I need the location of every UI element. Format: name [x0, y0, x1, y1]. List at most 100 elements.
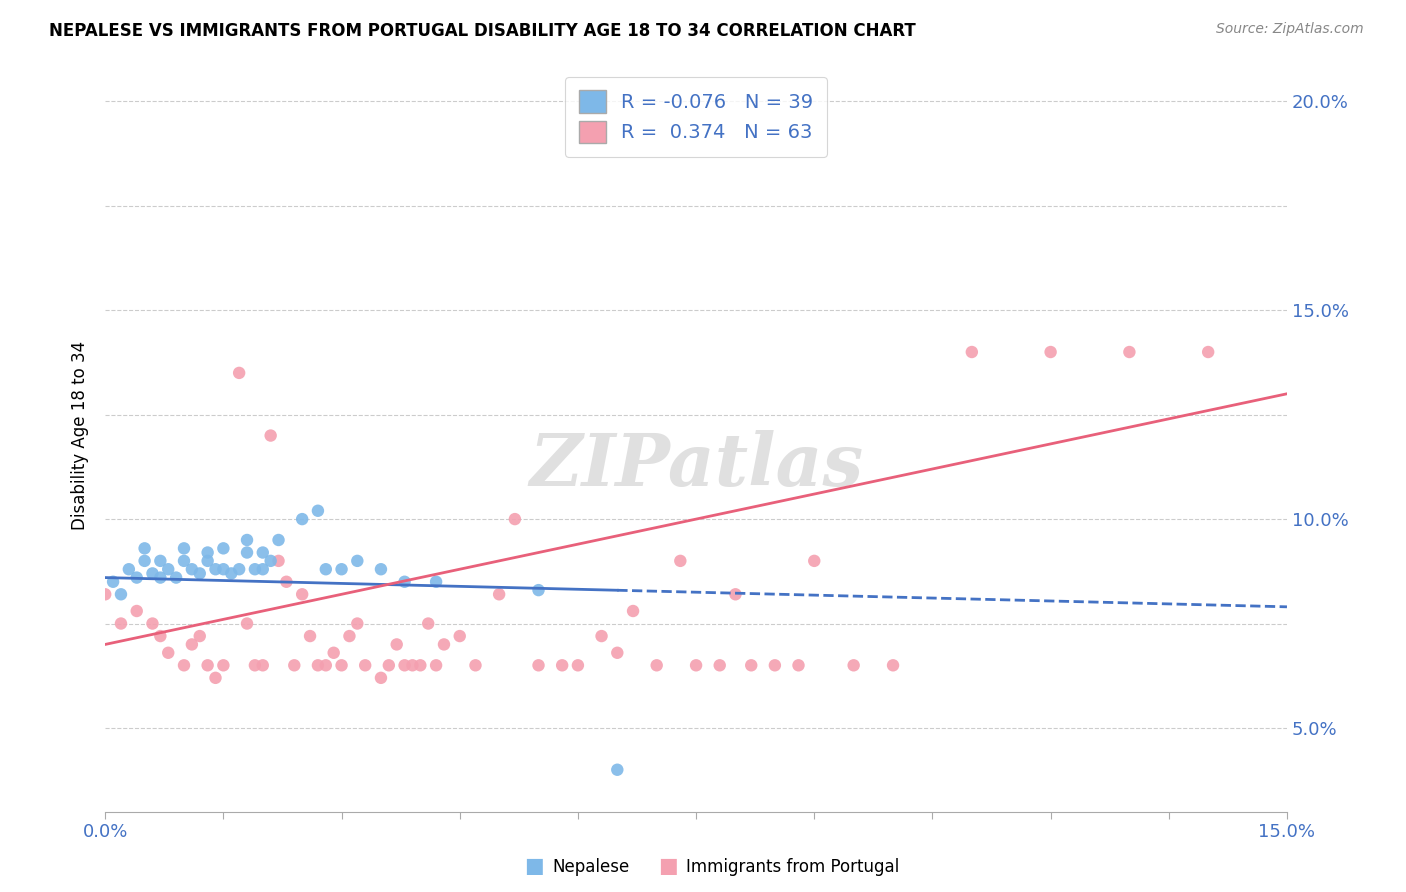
- Point: [252, 545, 274, 559]
- Point: [101, 574, 124, 589]
- Point: [307, 658, 329, 673]
- Point: [354, 658, 377, 673]
- Point: [330, 562, 353, 576]
- Point: [330, 658, 353, 673]
- Point: [645, 658, 668, 673]
- Text: ZIPatlas: ZIPatlas: [529, 430, 863, 501]
- Point: [236, 533, 259, 547]
- Point: [669, 554, 692, 568]
- Point: [149, 571, 172, 585]
- Point: [110, 587, 132, 601]
- Point: [228, 366, 250, 380]
- Point: [1118, 345, 1140, 359]
- Point: [401, 658, 423, 673]
- Point: [1197, 345, 1219, 359]
- Point: [134, 554, 156, 568]
- Point: [346, 554, 368, 568]
- Point: [228, 562, 250, 576]
- Point: [204, 671, 226, 685]
- Point: [740, 658, 762, 673]
- Point: [212, 541, 235, 556]
- Point: [260, 554, 283, 568]
- Point: [842, 658, 865, 673]
- Point: [315, 562, 337, 576]
- Point: [370, 671, 392, 685]
- Point: [346, 616, 368, 631]
- Text: NEPALESE VS IMMIGRANTS FROM PORTUGAL DISABILITY AGE 18 TO 34 CORRELATION CHART: NEPALESE VS IMMIGRANTS FROM PORTUGAL DIS…: [49, 22, 915, 40]
- Point: [243, 658, 266, 673]
- Point: [464, 658, 486, 673]
- Point: [299, 629, 322, 643]
- Point: [291, 512, 314, 526]
- Point: [173, 658, 195, 673]
- Point: [787, 658, 810, 673]
- Point: [606, 646, 628, 660]
- Point: [385, 637, 408, 651]
- Point: [307, 504, 329, 518]
- Point: [567, 658, 589, 673]
- Point: [449, 629, 471, 643]
- Point: [125, 571, 148, 585]
- Point: [110, 616, 132, 631]
- Point: [409, 658, 432, 673]
- Y-axis label: Disability Age 18 to 34: Disability Age 18 to 34: [72, 341, 89, 530]
- Text: Immigrants from Portugal: Immigrants from Portugal: [686, 858, 900, 876]
- Point: [418, 616, 440, 631]
- Point: [606, 763, 628, 777]
- Legend: R = -0.076   N = 39, R =  0.374   N = 63: R = -0.076 N = 39, R = 0.374 N = 63: [565, 77, 827, 157]
- Point: [394, 658, 416, 673]
- Point: [236, 545, 259, 559]
- Point: [724, 587, 747, 601]
- Point: [149, 629, 172, 643]
- Point: [1039, 345, 1062, 359]
- Point: [433, 637, 456, 651]
- Point: [370, 562, 392, 576]
- Point: [197, 545, 219, 559]
- Point: [252, 562, 274, 576]
- Point: [339, 629, 361, 643]
- Point: [527, 658, 550, 673]
- Point: [188, 566, 211, 581]
- Point: [882, 658, 904, 673]
- Point: [488, 587, 510, 601]
- Point: [267, 533, 290, 547]
- Point: [527, 583, 550, 598]
- Point: [591, 629, 613, 643]
- Point: [315, 658, 337, 673]
- Text: ■: ■: [524, 856, 544, 876]
- Point: [425, 658, 447, 673]
- Point: [503, 512, 526, 526]
- Point: [252, 658, 274, 673]
- Point: [283, 658, 305, 673]
- Point: [157, 562, 180, 576]
- Point: [125, 604, 148, 618]
- Point: [621, 604, 644, 618]
- Point: [197, 554, 219, 568]
- Point: [960, 345, 983, 359]
- Point: [188, 629, 211, 643]
- Text: ■: ■: [658, 856, 678, 876]
- Point: [291, 587, 314, 601]
- Point: [134, 541, 156, 556]
- Point: [378, 658, 401, 673]
- Point: [267, 554, 290, 568]
- Point: [322, 646, 344, 660]
- Point: [180, 562, 202, 576]
- Point: [219, 566, 242, 581]
- Text: Source: ZipAtlas.com: Source: ZipAtlas.com: [1216, 22, 1364, 37]
- Point: [276, 574, 298, 589]
- Point: [118, 562, 141, 576]
- Point: [709, 658, 731, 673]
- Point: [141, 616, 163, 631]
- Text: Nepalese: Nepalese: [553, 858, 630, 876]
- Point: [685, 658, 707, 673]
- Point: [243, 562, 266, 576]
- Point: [149, 554, 172, 568]
- Point: [141, 566, 163, 581]
- Point: [394, 574, 416, 589]
- Point: [173, 554, 195, 568]
- Point: [165, 571, 187, 585]
- Point: [212, 562, 235, 576]
- Point: [803, 554, 825, 568]
- Point: [212, 658, 235, 673]
